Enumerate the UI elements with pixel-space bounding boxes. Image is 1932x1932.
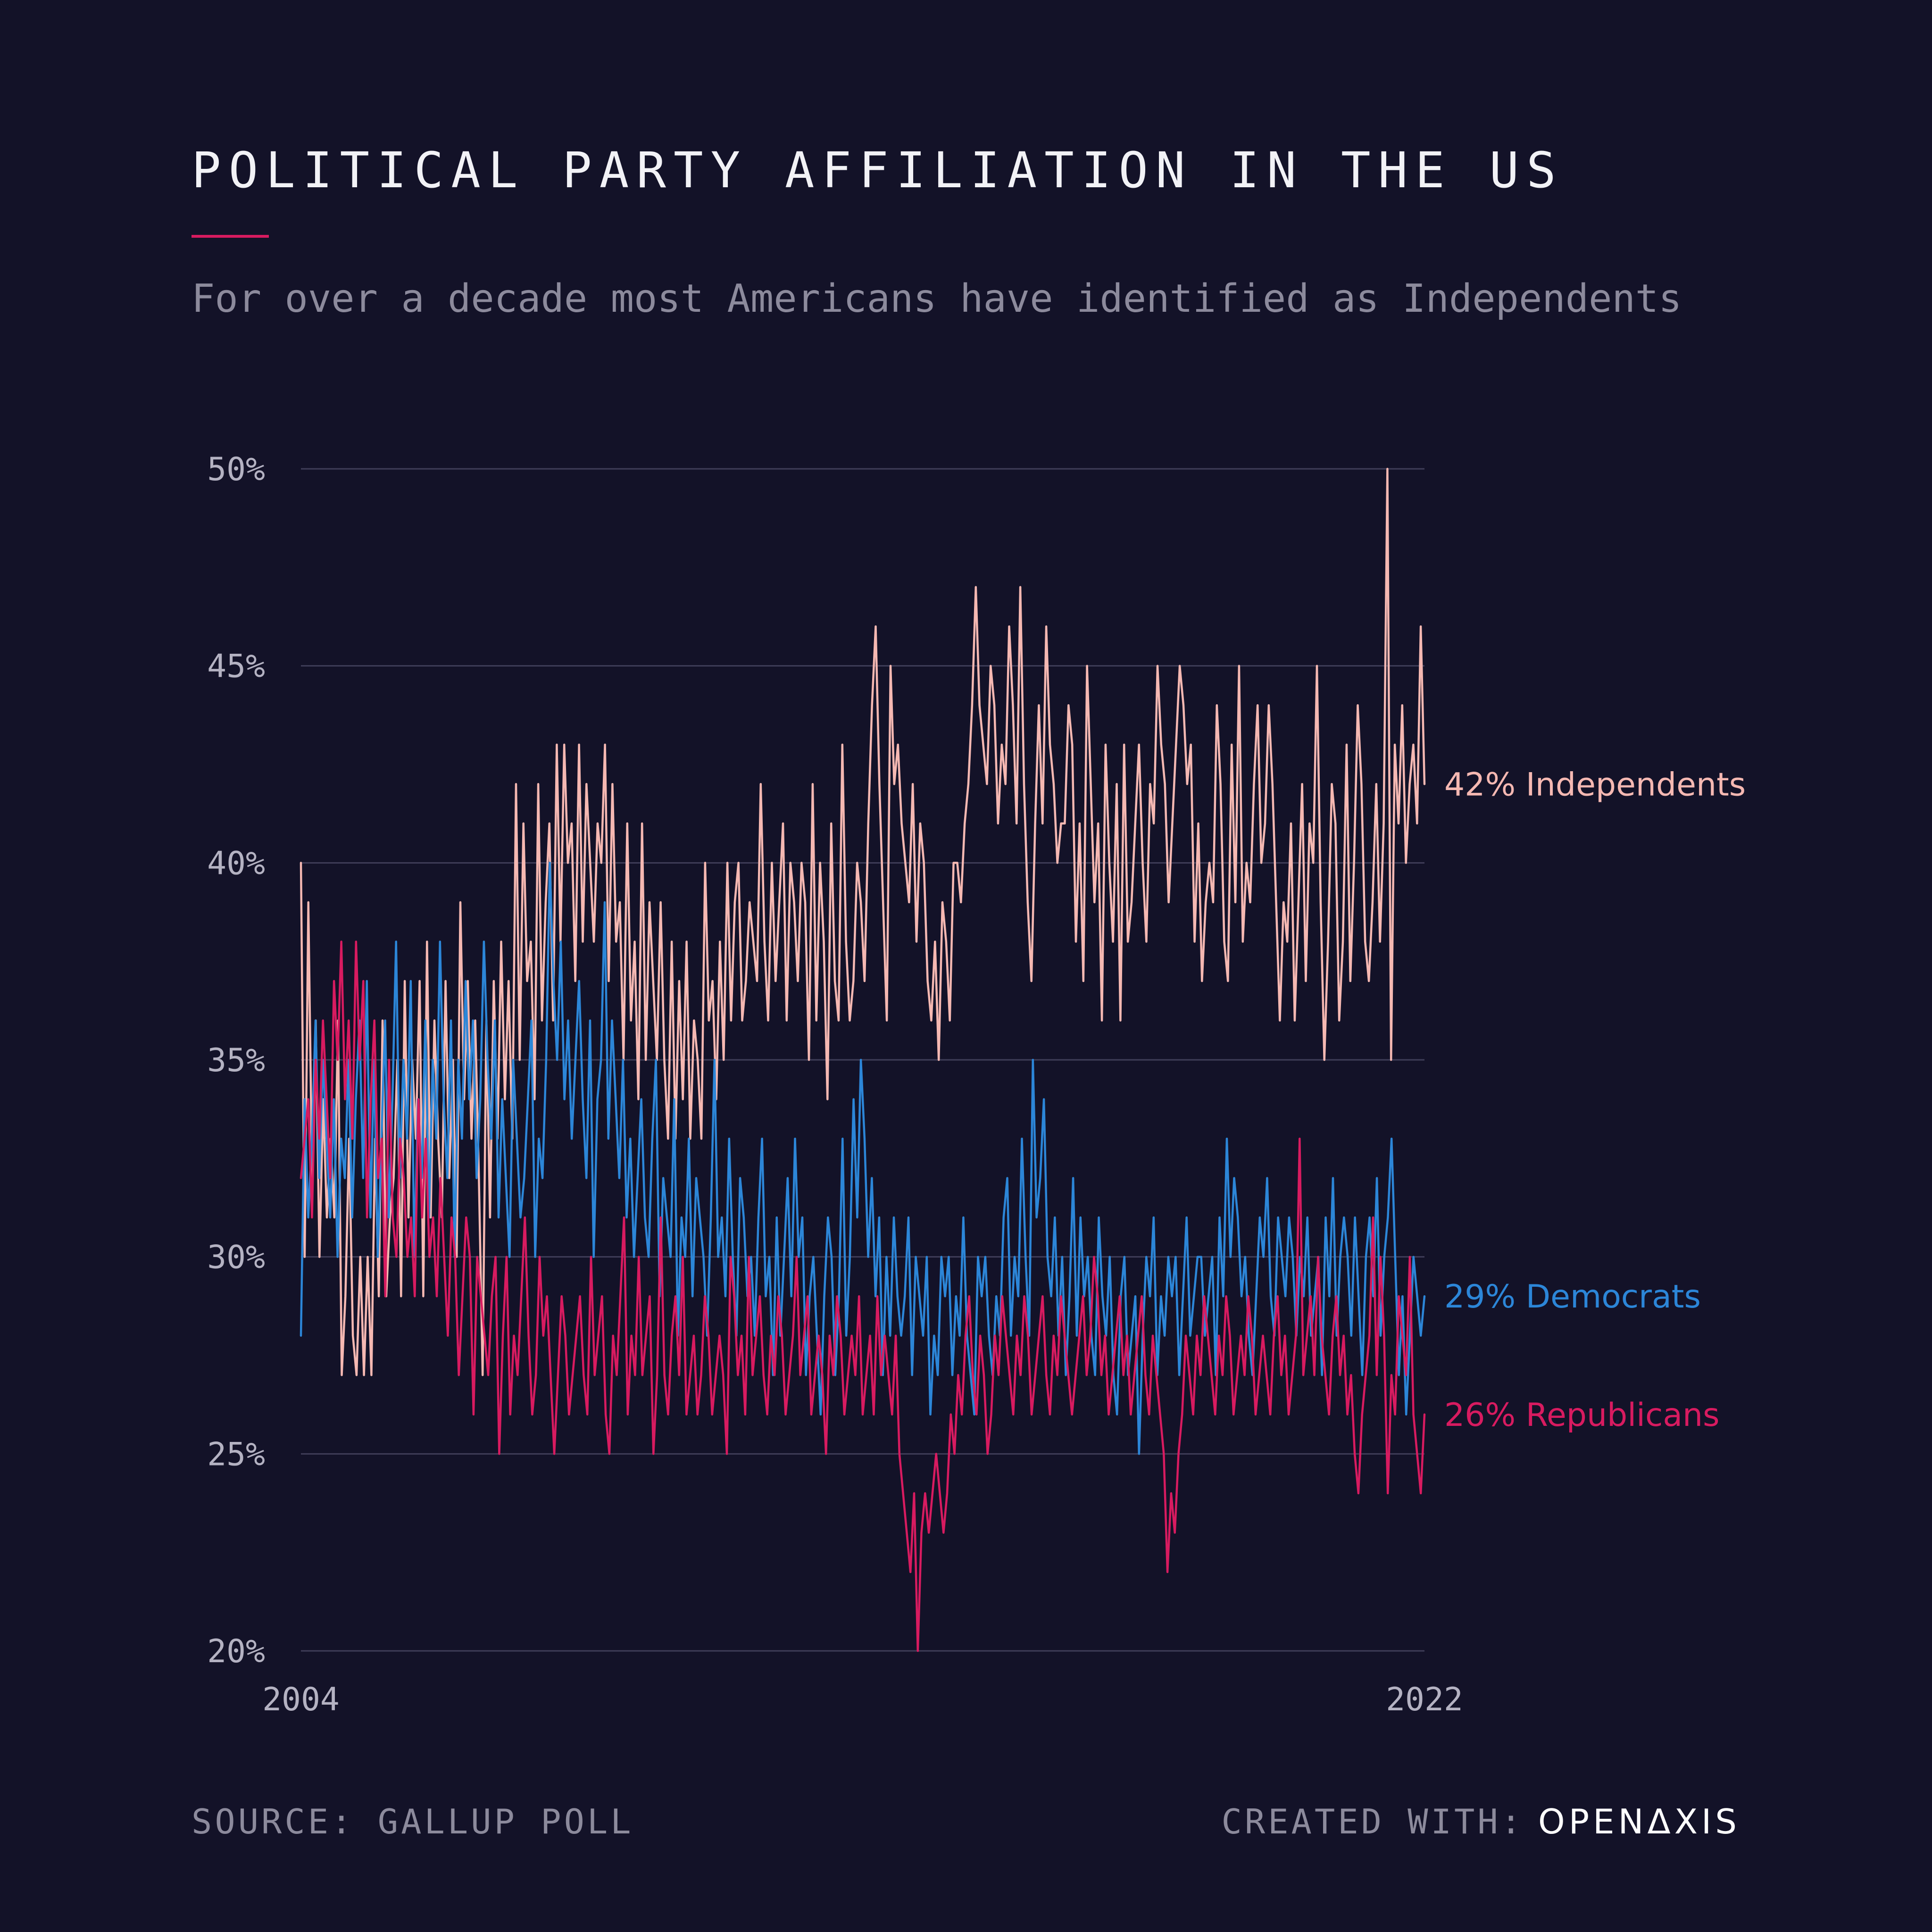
y-tick-label: 25% xyxy=(207,1436,265,1473)
openaxis-logo: OPENΔXIS xyxy=(1538,1802,1740,1841)
series-line-republicans xyxy=(300,941,1426,1652)
x-tick-label: 2004 xyxy=(262,1681,340,1718)
y-tick-label: 45% xyxy=(207,648,265,685)
credit-prefix: CREATED WITH: xyxy=(1221,1802,1524,1841)
y-tick-label: 35% xyxy=(207,1042,265,1079)
chart-title: POLITICAL PARTY AFFILIATION IN THE US xyxy=(192,142,1564,199)
x-tick-label: 2022 xyxy=(1386,1681,1463,1718)
series-end-label-democrats: 29% Democrats xyxy=(1444,1278,1701,1316)
series-line-independents xyxy=(300,467,1426,1376)
title-accent-rule xyxy=(192,235,269,238)
series-line-democrats xyxy=(300,862,1426,1455)
y-tick-label: 50% xyxy=(207,451,265,488)
y-tick-label: 40% xyxy=(207,845,265,882)
series-end-label-independents: 42% Independents xyxy=(1444,766,1746,803)
series-end-label-republicans: 26% Republicans xyxy=(1444,1397,1720,1434)
chart-subtitle: For over a decade most Americans have id… xyxy=(192,276,1682,321)
source-note: SOURCE: GALLUP POLL xyxy=(192,1802,634,1841)
y-tick-label: 20% xyxy=(207,1633,265,1670)
credit-note: CREATED WITH: OPENΔXIS xyxy=(1222,1802,1741,1841)
y-tick-label: 30% xyxy=(207,1239,265,1276)
